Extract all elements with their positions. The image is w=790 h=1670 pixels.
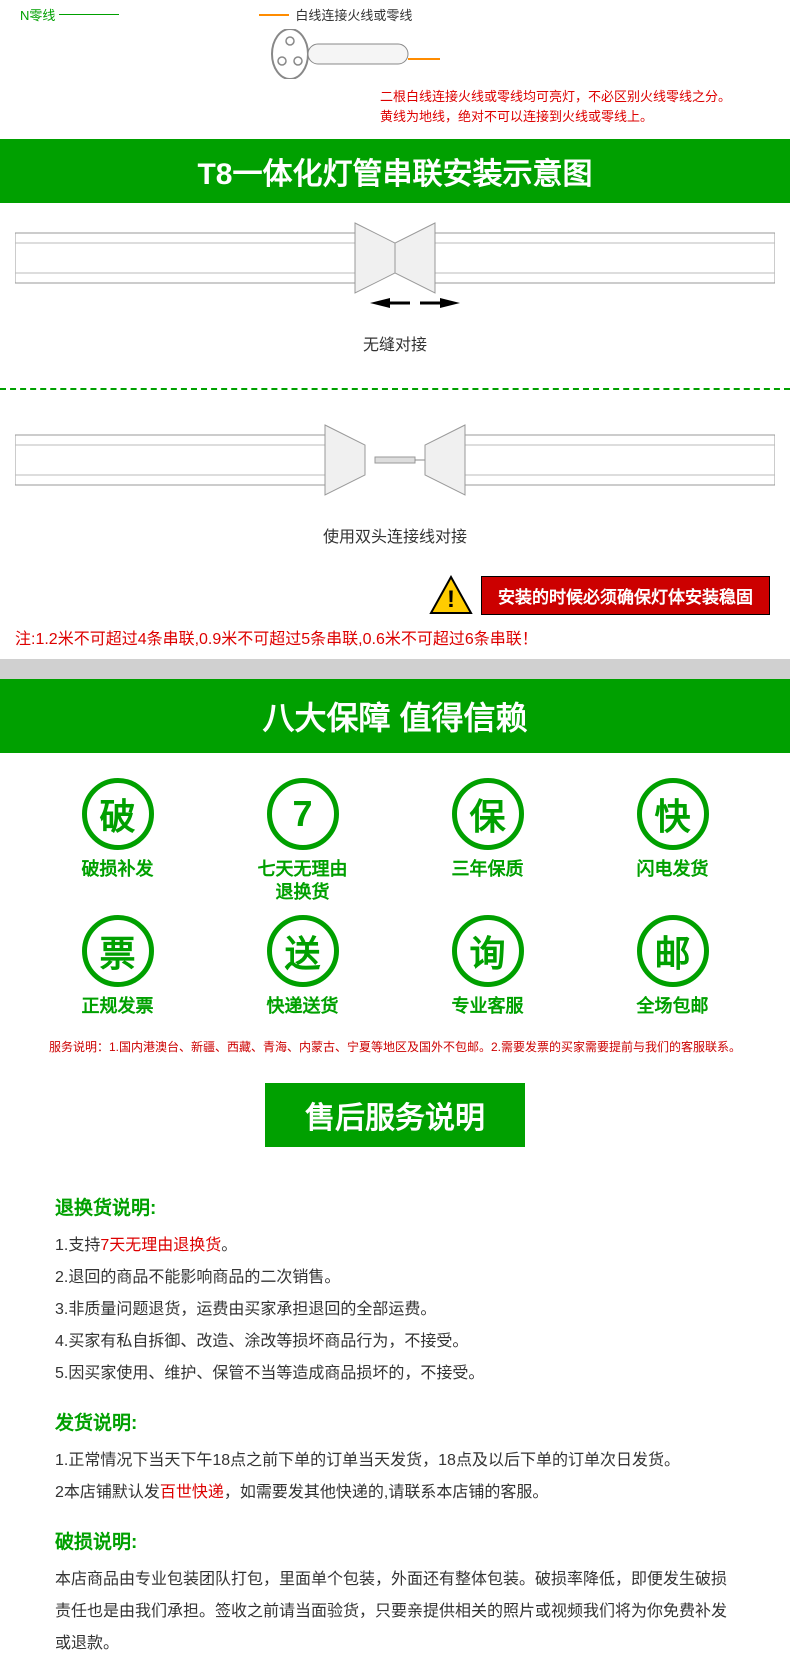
ship-line-1: 1.正常情况下当天下午18点之前下单的订单当天发货，18点及以后下单的订单次日发… [55, 1445, 735, 1477]
guarantee-item-6: 询专业客服 [400, 915, 575, 1018]
aftersale-title: 售后服务说明 [265, 1083, 525, 1147]
cable-diagram: 使用双头连接线对接 [0, 405, 790, 565]
guarantee-label: 七天无理由退换货 [215, 858, 390, 905]
policy-section: 退换货说明: 1.支持7天无理由退换货。 2.退回的商品不能影响商品的二次销售。… [0, 1165, 790, 1670]
guarantee-icon: 7 [267, 778, 339, 850]
guarantee-item-5: 送快递送货 [215, 915, 390, 1018]
guarantee-item-7: 邮全场包邮 [585, 915, 760, 1018]
svg-text:!: ! [447, 586, 455, 613]
guarantee-icon: 快 [637, 778, 709, 850]
return-line-4: 4.买家有私自拆御、改造、涂改等损坏商品行为，不接受。 [55, 1326, 735, 1358]
guarantee-label: 全场包邮 [585, 995, 760, 1018]
guarantee-icon: 送 [267, 915, 339, 987]
guarantee-label: 破损补发 [30, 858, 205, 881]
damage-line-1: 本店商品由专业包装团队打包，里面单个包装，外面还有整体包装。破损率降低，即便发生… [55, 1564, 735, 1660]
white-wire-label: 白线连接火线或零线 [295, 5, 412, 24]
guarantee-icon: 破 [82, 778, 154, 850]
warning-row: ! 安装的时候必须确保灯体安装稳固 [0, 575, 790, 615]
guarantee-label: 快递送货 [215, 995, 390, 1018]
guarantee-item-1: 7 七天无理由退换货 [215, 778, 390, 905]
grey-divider [0, 659, 790, 679]
guarantee-icon: 询 [452, 915, 524, 987]
warning-icon: ! [429, 575, 473, 615]
guarantee-label: 闪电发货 [585, 858, 760, 881]
warning-banner: 安装的时候必须确保灯体安装稳固 [481, 576, 770, 615]
guarantee-icon: 票 [82, 915, 154, 987]
guarantee-item-0: 破破损补发 [30, 778, 205, 905]
guarantee-item-4: 票正规发票 [30, 915, 205, 1018]
return-line-1: 1.支持7天无理由退换货。 [55, 1230, 735, 1262]
seamless-diagram: 无缝对接 [0, 203, 790, 373]
guarantee-grid: 破破损补发7七天无理由退换货保三年保质快闪电发货票正规发票送快递送货询专业客服邮… [0, 753, 790, 1028]
wiring-warning-1: 二根白线连接火线或零线均可亮灯，不必区别火线零线之分。 [380, 87, 770, 107]
aftersale-header: 售后服务说明 [0, 1065, 790, 1165]
return-line-2: 2.退回的商品不能影响商品的二次销售。 [55, 1262, 735, 1294]
series-limit-note: 注:1.2米不可超过4条串联,0.9米不可超过5条串联,0.6米不可超过6条串联… [0, 615, 790, 659]
service-note: 服务说明：1.国内港澳台、新疆、西藏、青海、内蒙古、宁夏等地区及国外不包邮。2.… [0, 1028, 790, 1065]
seamless-label: 无缝对接 [0, 331, 790, 355]
wiring-warning-2: 黄线为地线，绝对不可以连接到火线或零线上。 [380, 107, 770, 127]
guarantee-item-3: 快闪电发货 [585, 778, 760, 905]
guarantee-label: 专业客服 [400, 995, 575, 1018]
guarantee-icon: 保 [452, 778, 524, 850]
guarantee-label: 正规发票 [30, 995, 205, 1018]
ship-heading: 发货说明: [55, 1408, 735, 1435]
guarantee-item-2: 保三年保质 [400, 778, 575, 905]
return-heading: 退换货说明: [55, 1193, 735, 1220]
return-line-3: 3.非质量问题退货，运费由买家承担退回的全部运费。 [55, 1294, 735, 1326]
cable-label: 使用双头连接线对接 [0, 523, 790, 547]
ship-line-2: 2本店铺默认发百世快递，如需要发其他快递的,请联系本店铺的客服。 [55, 1477, 735, 1509]
connector-diagram [260, 29, 440, 79]
guarantee-icon: 邮 [637, 915, 709, 987]
guarantee-label: 三年保质 [400, 858, 575, 881]
damage-heading: 破损说明: [55, 1527, 735, 1554]
divider [0, 388, 790, 390]
n-wire-label: N零线 [20, 5, 55, 24]
wiring-notes: N零线 白线连接火线或零线 二根白线连接火线或零线均可亮灯，不必区别火线零线之分… [0, 0, 790, 131]
diagram-title: T8一体化灯管串联安装示意图 [0, 139, 790, 203]
guarantee-title: 八大保障 值得信赖 [0, 679, 790, 753]
return-line-5: 5.因买家使用、维护、保管不当等造成商品损坏的，不接受。 [55, 1358, 735, 1390]
